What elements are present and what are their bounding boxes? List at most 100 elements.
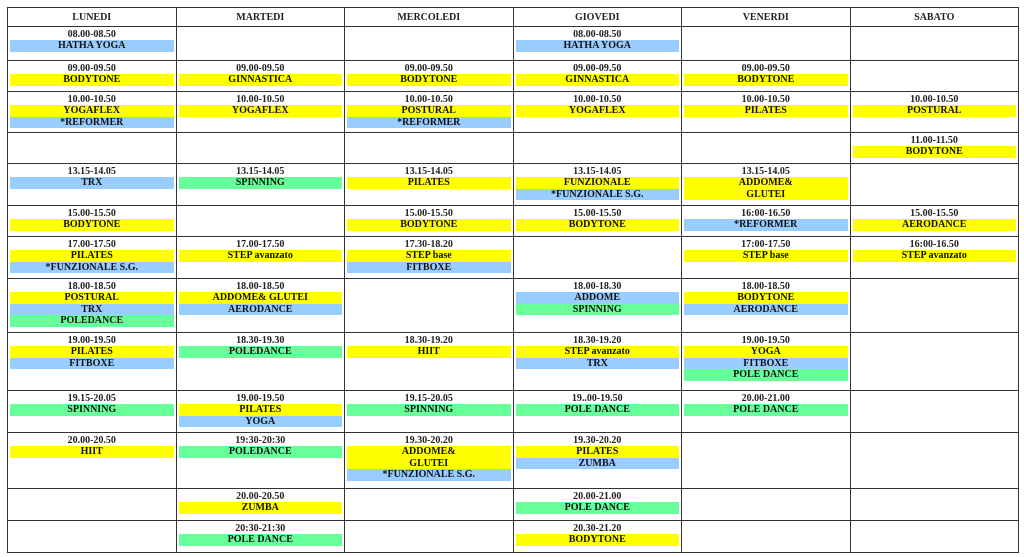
class-label: YOGA	[178, 415, 342, 427]
time-slot-row: 08.00-08.50 HATHA YOGA 08.00-08.50 HATHA YO…	[7, 26, 1019, 61]
class-label: TRX	[10, 303, 174, 315]
schedule-cell: 16:00-16.50 STEP avanzato	[849, 236, 1019, 279]
time-slot-row: 11.00-11.50 BODYTONE	[7, 132, 1019, 164]
class-label: POSTURAL	[10, 292, 174, 304]
class-label: POSTURAL	[347, 105, 511, 117]
class-time: 11.00-11.50	[910, 135, 958, 146]
class-label: YOGAFLEX	[515, 105, 679, 117]
time-slot-row: 09.00-09.50 BODYTONE 09.00-09.50 GINNASTICA…	[7, 60, 1019, 92]
schedule-cell: 18.30-19.30 POLEDANCE	[175, 332, 345, 391]
class-label: HIIT	[347, 346, 511, 358]
schedule-cell: 20.30-21.20 BODYTONE	[512, 520, 682, 553]
day-header-martedi: MARTEDI	[175, 7, 345, 27]
class-time: 13.15-14.05	[236, 166, 285, 177]
class-time: 17.00-17.50	[67, 239, 116, 250]
schedule-cell: 15.00-15.50 AERODANCE	[849, 205, 1019, 237]
schedule-cell: 18.30-19.20 STEP avanzato TRX	[512, 332, 682, 391]
schedule-cell: 19.30-20.20 ADDOME& GLUTEI *FUNZIONALE S.G…	[344, 432, 514, 489]
class-time: 10.00-10.50	[573, 94, 622, 105]
class-label: BODYTONE	[515, 534, 679, 546]
empty-cell	[849, 60, 1019, 92]
class-time: 09.00-09.50	[741, 63, 790, 74]
class-time: 20.00-20.50	[236, 491, 285, 502]
class-time: 18.00-18.50	[67, 281, 116, 292]
class-time: 18.00-18.30	[573, 281, 622, 292]
class-label: HATHA YOGA	[515, 40, 679, 52]
class-time: 18.00-18.50	[741, 281, 790, 292]
class-label: AERODANCE	[178, 303, 342, 315]
schedule-cell: 11.00-11.50 BODYTONE	[849, 132, 1019, 164]
class-label: FITBOXE	[10, 357, 174, 369]
class-label: POLE DANCE	[178, 534, 342, 546]
class-label: YOGA	[684, 346, 848, 358]
class-time: 19:30-20:30	[235, 435, 286, 446]
schedule-cell: 13.15-14.05 SPINNING	[175, 163, 345, 206]
empty-cell	[849, 26, 1019, 61]
schedule-cell: 08.00-08.50 HATHA YOGA	[512, 26, 682, 61]
schedule-cell: 18.00-18.50 BODYTONE AERODANCE	[681, 278, 851, 333]
empty-cell	[849, 332, 1019, 391]
schedule-cell: 17:00-17.50 STEP base	[681, 236, 851, 279]
class-time: 17.30-18.20	[404, 239, 453, 250]
class-label: *REFORMER	[684, 219, 848, 231]
class-time: 19..00-19.50	[571, 393, 623, 404]
class-time: 20:30-21:30	[235, 523, 286, 534]
empty-cell	[512, 132, 682, 164]
empty-cell	[7, 488, 177, 521]
class-time: 09.00-09.50	[67, 63, 116, 74]
empty-cell	[175, 205, 345, 237]
class-time: 20.00-21.00	[741, 393, 790, 404]
class-label: YOGAFLEX	[178, 105, 342, 117]
class-label: ADDOME& GLUTEI	[178, 292, 342, 304]
class-label: POLEDANCE	[10, 315, 174, 327]
class-label: HIIT	[10, 446, 174, 458]
schedule-cell: 19.15-20.05 SPINNING	[7, 390, 177, 433]
schedule-cell: 13.15-14.05 TRX	[7, 163, 177, 206]
class-time: 09.00-09.50	[404, 63, 453, 74]
class-label: ADDOME	[515, 292, 679, 304]
schedule-cell: 17.00-17.50 PILATES *FUNZIONALE S.G.	[7, 236, 177, 279]
class-label: *FUNZIONALE S.G.	[515, 188, 679, 200]
class-label: GINNASTICA	[178, 74, 342, 86]
class-label: BODYTONE	[347, 74, 511, 86]
empty-cell	[344, 520, 514, 553]
empty-cell	[344, 488, 514, 521]
class-label: ADDOME& GLUTEI	[684, 177, 848, 200]
class-label: FITBOXE	[347, 261, 511, 273]
schedule-cell: 20.00-20.50 HIIT	[7, 432, 177, 489]
schedule-cell: 10.00-10.50 YOGAFLEX	[175, 91, 345, 133]
empty-cell	[344, 278, 514, 333]
empty-cell	[681, 520, 851, 553]
schedule-cell: 19:30-20:30 POLEDANCE	[175, 432, 345, 489]
class-label: PILATES	[684, 105, 848, 117]
class-label: *FUNZIONALE S.G.	[347, 469, 511, 481]
schedule-cell: 10.00-10.50 PILATES	[681, 91, 851, 133]
schedule-cell: 09.00-09.50 BODYTONE	[344, 60, 514, 92]
class-label: GINNASTICA	[515, 74, 679, 86]
class-time: 10.00-10.50	[404, 94, 453, 105]
class-label: POLEDANCE	[178, 446, 342, 458]
schedule-cell: 10.00-10.50 POSTURAL *REFORMER	[344, 91, 514, 133]
schedule-cell: 15.00-15.50 BODYTONE	[512, 205, 682, 237]
schedule-cell: 19.00-19.50 PILATES FITBOXE	[7, 332, 177, 391]
time-slot-row: 20.00-20.50 ZUMBA 20.00-21.00 POLE DANCE	[7, 488, 1019, 521]
class-label: POLEDANCE	[178, 346, 342, 358]
class-time: 19.00-19.50	[67, 335, 116, 346]
day-header-venerdi: VENERDI	[681, 7, 851, 27]
empty-cell	[849, 488, 1019, 521]
schedule-cell: 19.30-20.20 PILATES ZUMBA	[512, 432, 682, 489]
schedule-cell: 08.00-08.50 HATHA YOGA	[7, 26, 177, 61]
empty-cell	[849, 278, 1019, 333]
class-time: 08.00-08.50	[573, 29, 622, 40]
schedule-cell: 10.00-10.50 POSTURAL	[849, 91, 1019, 133]
time-slot-row: 10.00-10.50 YOGAFLEX *REFORMER 10.00-10.50 Y…	[7, 91, 1019, 133]
empty-cell	[681, 26, 851, 61]
empty-cell	[512, 236, 682, 279]
class-label: BODYTONE	[10, 219, 174, 231]
schedule-cell: 13.15-14.05 PILATES	[344, 163, 514, 206]
class-time: 15.00-15.50	[910, 208, 959, 219]
class-time: 09.00-09.50	[236, 63, 285, 74]
class-label: POLE DANCE	[515, 502, 679, 514]
schedule-cell: 19.15-20.05 SPINNING	[344, 390, 514, 433]
schedule-cell: 13.15-14.05 ADDOME& GLUTEI	[681, 163, 851, 206]
